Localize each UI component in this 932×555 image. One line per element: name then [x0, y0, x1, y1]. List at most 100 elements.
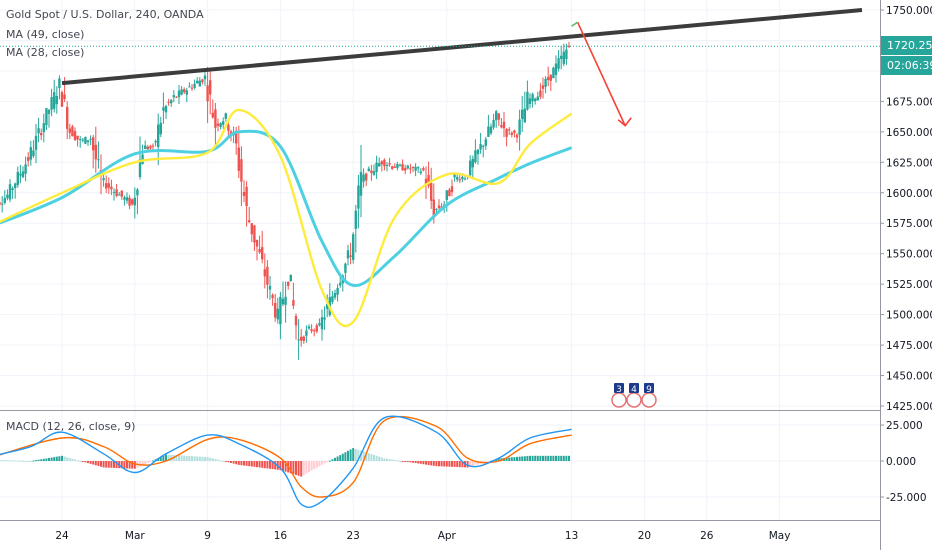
- event-flag-label: 3: [616, 385, 622, 395]
- candle-body: [391, 166, 394, 169]
- macd-hist-bar: [547, 455, 550, 461]
- candle-body: [175, 96, 178, 98]
- macd-hist-bar: [250, 461, 253, 467]
- macd-hist-bar: [27, 460, 30, 462]
- macd-hist-bar: [487, 461, 490, 462]
- macd-hist-bar: [401, 461, 404, 462]
- macd-hist-bar: [50, 457, 53, 461]
- macd-hist-bar: [292, 461, 295, 475]
- macd-hist-bar: [237, 461, 240, 465]
- macd-hist-bar: [0, 460, 1, 462]
- macd-legend[interactable]: MACD (12, 26, close, 9): [6, 420, 136, 433]
- macd-hist-bar: [484, 461, 487, 463]
- candle-body: [544, 78, 547, 87]
- candle-body: [248, 220, 251, 223]
- macd-hist-bar: [144, 461, 147, 465]
- macd-hist-bar: [347, 450, 349, 461]
- candle-body: [250, 223, 253, 235]
- macd-hist-bar: [471, 461, 474, 466]
- macd-hist-bar: [165, 454, 167, 461]
- candle-body: [409, 168, 412, 170]
- candle-body: [344, 263, 347, 273]
- candle-body: [263, 269, 266, 277]
- macd-hist-bar: [146, 461, 149, 463]
- candle-body: [261, 247, 264, 260]
- candle-body: [552, 67, 555, 79]
- candle-body: [557, 58, 560, 69]
- macd-hist-bar: [89, 461, 92, 464]
- price-tick-label: 1650.000: [886, 127, 932, 139]
- candle-body: [375, 162, 378, 173]
- candle-body: [42, 123, 45, 133]
- candle-body: [73, 131, 77, 140]
- candle-body: [196, 80, 199, 84]
- macd-hist-bar: [66, 457, 69, 461]
- candle-body: [378, 163, 381, 167]
- macd-hist-bar: [531, 455, 534, 461]
- macd-hist-bar: [404, 461, 407, 462]
- candle-body: [224, 113, 227, 119]
- candle-body: [128, 197, 131, 206]
- candle-body: [437, 205, 441, 209]
- candle-body: [435, 208, 438, 210]
- ma49-legend[interactable]: MA (49, close): [6, 28, 85, 41]
- macd-hist-bar: [513, 457, 516, 461]
- macd-hist-bar: [370, 454, 373, 461]
- macd-hist-bar: [565, 455, 568, 461]
- time-tick-label: 24: [55, 530, 69, 542]
- macd-hist-bar: [219, 460, 222, 462]
- macd-hist-bar: [183, 455, 186, 461]
- candle-body: [497, 113, 500, 120]
- candle-body: [206, 85, 209, 102]
- macd-hist-bar: [37, 459, 40, 461]
- candle-body: [414, 166, 417, 171]
- candle-body: [515, 134, 519, 138]
- candle-body: [492, 120, 495, 128]
- candle-body: [471, 158, 474, 168]
- macd-hist-bar: [6, 460, 9, 462]
- macd-hist-bar: [79, 460, 82, 462]
- candle-body: [417, 167, 420, 169]
- candle-body: [443, 204, 446, 206]
- macd-hist-bar: [258, 461, 261, 468]
- candle-body: [3, 197, 6, 203]
- event-flag-label: 9: [646, 385, 652, 395]
- candle-body: [242, 192, 246, 196]
- candle-body: [216, 123, 220, 126]
- candle-body: [76, 135, 79, 140]
- price-tick-label: 1575.000: [886, 218, 932, 230]
- macd-hist-bar: [336, 456, 339, 461]
- macd-hist-bar: [300, 461, 303, 477]
- macd-hist-bar: [341, 453, 344, 461]
- macd-hist-bar: [544, 455, 547, 461]
- candle-body: [448, 189, 451, 197]
- macd-hist-bar: [505, 457, 508, 461]
- candle-body: [500, 125, 503, 128]
- symbol-title[interactable]: Gold Spot / U.S. Dollar, 240, OANDA: [6, 8, 204, 21]
- macd-hist-bar: [339, 455, 342, 461]
- macd-hist-bar: [440, 461, 443, 467]
- candle-body: [307, 326, 311, 329]
- macd-hist-bar: [435, 461, 438, 467]
- macd-hist-bar: [269, 461, 271, 469]
- macd-hist-bar: [94, 461, 97, 466]
- candle-body: [456, 177, 459, 180]
- macd-hist-bar: [344, 452, 347, 461]
- macd-hist-bar: [222, 461, 225, 462]
- macd-hist-bar: [35, 460, 37, 462]
- candle-body: [440, 206, 443, 208]
- candle-body: [354, 210, 357, 229]
- macd-hist-bar: [3, 460, 6, 462]
- macd-hist-bar: [32, 460, 35, 462]
- macd-hist-bar: [469, 461, 472, 467]
- candle-body: [167, 101, 170, 103]
- macd-tick-label: -25.000: [886, 492, 927, 504]
- candle-body: [411, 166, 415, 168]
- macd-hist-bar: [40, 459, 43, 461]
- ma28-legend[interactable]: MA (28, close): [6, 46, 85, 59]
- macd-hist-bar: [211, 458, 214, 461]
- macd-hist-bar: [84, 461, 87, 463]
- candle-body: [209, 80, 212, 95]
